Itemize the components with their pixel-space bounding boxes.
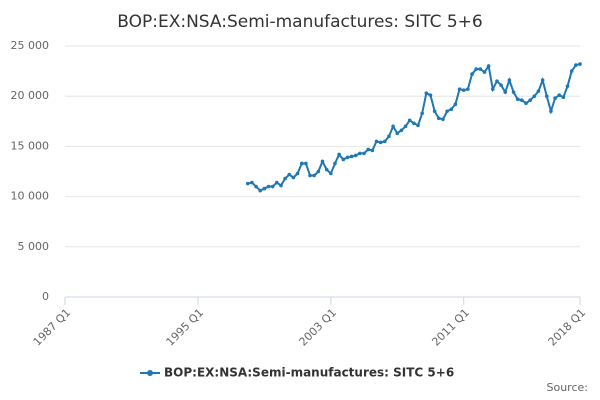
point — [341, 157, 346, 162]
point — [503, 90, 508, 94]
point — [532, 94, 537, 98]
point — [254, 184, 258, 189]
point — [358, 151, 362, 156]
point — [441, 117, 445, 122]
point — [578, 62, 582, 66]
point — [511, 90, 516, 94]
point — [549, 109, 553, 114]
point — [478, 67, 483, 71]
y-tick-label: 5 000 — [18, 240, 50, 253]
point — [461, 88, 466, 92]
point — [428, 93, 433, 97]
point — [561, 95, 566, 100]
point — [520, 98, 524, 103]
point — [362, 151, 366, 156]
point — [565, 84, 570, 88]
point — [316, 169, 321, 174]
point — [353, 153, 358, 158]
point — [266, 184, 271, 189]
legend-label: BOP:EX:NSA:Semi-manufactures: SITC 5+6 — [164, 366, 454, 380]
point — [407, 118, 412, 123]
point — [574, 63, 578, 67]
point — [540, 78, 545, 82]
point — [370, 148, 375, 153]
point — [366, 147, 370, 152]
legend-marker — [147, 370, 153, 376]
point — [333, 161, 337, 166]
x-tick-label: 2003 Q1 — [297, 306, 340, 349]
point — [453, 102, 458, 107]
chart-title: BOP:EX:NSA:Semi-manufactures: SITC 5+6 — [117, 12, 483, 32]
y-tick-label: 0 — [42, 290, 49, 303]
x-tick-label: 1987 Q1 — [31, 306, 74, 349]
point — [515, 97, 520, 102]
point — [432, 109, 437, 114]
point — [258, 188, 263, 193]
series-line — [247, 63, 581, 192]
point — [308, 173, 312, 178]
point — [403, 124, 408, 129]
point — [482, 70, 487, 74]
y-tick-label: 20 000 — [11, 89, 50, 102]
point — [279, 183, 283, 188]
point — [490, 87, 495, 91]
point — [250, 180, 254, 185]
point — [374, 139, 379, 144]
point — [466, 87, 470, 91]
point — [312, 173, 316, 178]
point — [470, 72, 474, 76]
point — [507, 78, 512, 82]
point — [270, 184, 275, 189]
y-tick-label: 10 000 — [11, 190, 50, 203]
point — [474, 67, 478, 71]
point — [445, 109, 449, 114]
point — [436, 116, 441, 121]
point — [349, 154, 354, 159]
point — [283, 176, 287, 181]
point — [449, 107, 454, 112]
point — [245, 181, 250, 186]
point — [324, 167, 329, 172]
point — [528, 98, 532, 103]
x-tick-label: 2018 Q1 — [546, 306, 589, 349]
point — [399, 128, 404, 133]
point — [299, 161, 304, 166]
point — [395, 131, 400, 136]
point — [424, 91, 429, 95]
point — [329, 171, 333, 176]
point — [320, 159, 325, 164]
point — [387, 134, 391, 139]
point — [345, 155, 350, 160]
point — [295, 171, 300, 176]
y-tick-label: 15 000 — [11, 139, 50, 152]
point — [304, 161, 308, 166]
y-tick-label: 25 000 — [11, 39, 50, 52]
point — [495, 79, 499, 83]
point — [420, 111, 424, 116]
point — [262, 186, 267, 191]
point — [569, 69, 574, 73]
point — [337, 152, 341, 157]
point — [382, 139, 387, 144]
point — [412, 121, 416, 126]
point — [416, 123, 420, 128]
point — [486, 64, 491, 68]
point — [553, 96, 557, 101]
point — [287, 172, 292, 177]
point — [536, 89, 541, 93]
point — [291, 175, 296, 180]
point — [499, 83, 503, 87]
x-tick-label: 2011 Q1 — [429, 306, 472, 349]
source: Source: — [547, 381, 589, 394]
point — [378, 140, 383, 145]
point — [275, 180, 279, 185]
point — [391, 124, 395, 129]
point — [544, 94, 549, 98]
point — [524, 101, 528, 106]
point — [557, 93, 562, 97]
x-tick-label: 1995 Q1 — [164, 306, 207, 349]
point — [457, 87, 462, 91]
